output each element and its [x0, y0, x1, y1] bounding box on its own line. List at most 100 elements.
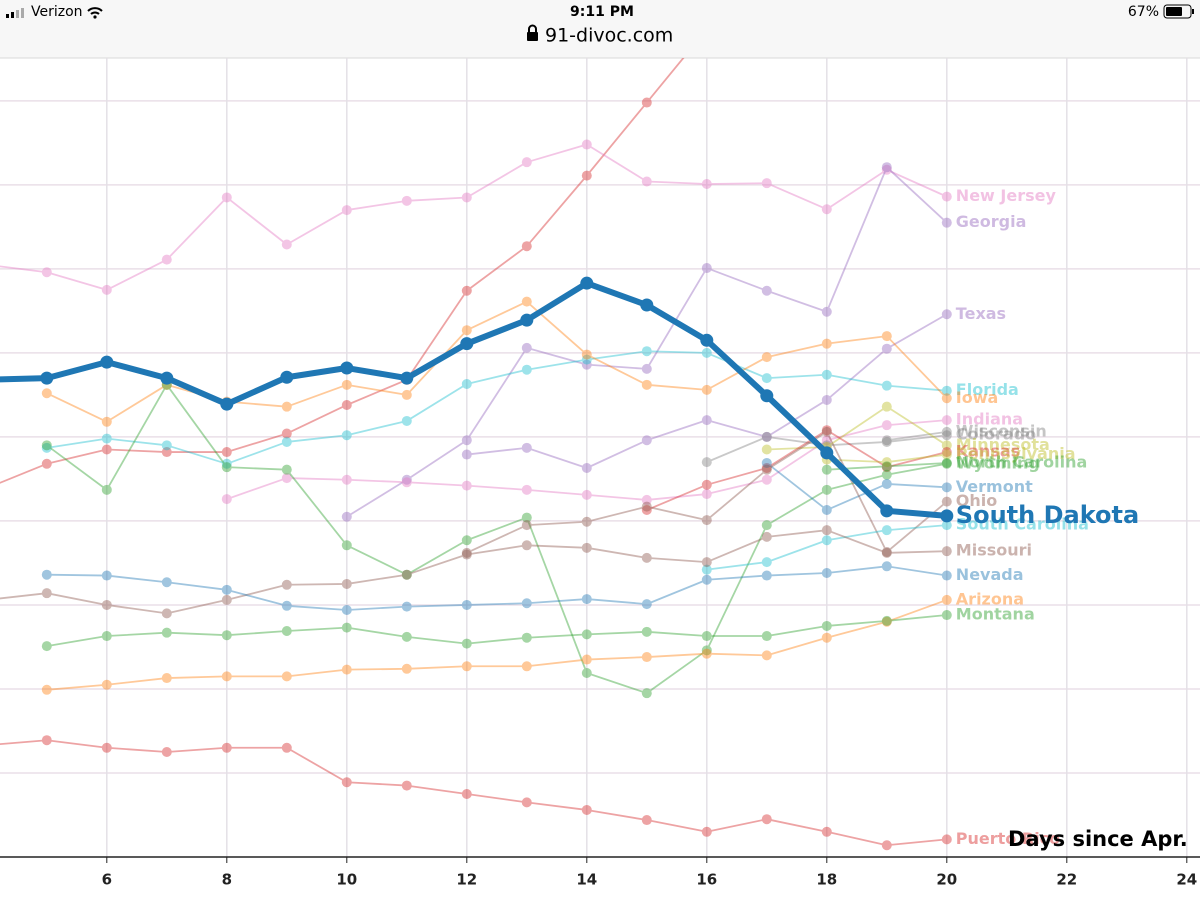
data-point [281, 464, 292, 475]
data-point [401, 474, 412, 485]
data-point [941, 393, 952, 404]
data-point [461, 378, 472, 389]
series-label: South Dakota [956, 501, 1139, 529]
data-point [101, 416, 112, 427]
data-point [221, 742, 232, 753]
data-point [401, 569, 412, 580]
data-point [401, 415, 412, 426]
data-point [341, 622, 352, 633]
data-point [41, 458, 52, 469]
data-point [281, 600, 292, 611]
series-label: Pennsylvania [956, 444, 1076, 463]
data-point [820, 446, 834, 460]
series-line [0, 143, 948, 291]
data-point [641, 688, 652, 699]
data-point [821, 435, 832, 446]
data-point [281, 239, 292, 250]
data-point [701, 489, 712, 500]
data-point [821, 568, 832, 579]
data-point [941, 570, 952, 581]
data-point [40, 371, 54, 385]
data-point [761, 631, 772, 642]
data-point [521, 512, 532, 523]
data-point [341, 604, 352, 615]
data-point [821, 394, 832, 405]
data-point [581, 463, 592, 474]
data-point [821, 632, 832, 643]
plot [0, 58, 954, 851]
data-point [641, 346, 652, 357]
data-point [521, 661, 532, 672]
data-point [761, 457, 772, 468]
data-point [941, 457, 952, 468]
series-line [706, 524, 947, 571]
data-point [641, 363, 652, 374]
data-point [941, 426, 952, 437]
data-point [401, 631, 412, 642]
series-line [346, 166, 948, 518]
series-label: Missouri [956, 541, 1032, 560]
data-point [581, 354, 592, 365]
data-point [160, 371, 174, 385]
series-label: Texas [956, 304, 1006, 323]
data-point [221, 594, 232, 605]
data-point [821, 369, 832, 380]
data-point [221, 494, 232, 505]
data-point [521, 797, 532, 808]
data-point [41, 641, 52, 652]
data-point [761, 431, 772, 442]
data-point [641, 652, 652, 663]
data-point [41, 388, 52, 399]
data-point [641, 379, 652, 390]
url[interactable]: 91-divoc.com [545, 25, 673, 47]
series-line [46, 614, 947, 648]
data-point [101, 570, 112, 581]
data-point [521, 342, 532, 353]
data-point [821, 505, 832, 516]
data-point [521, 598, 532, 609]
data-point [821, 620, 832, 631]
data-point [881, 840, 892, 851]
data-point [401, 569, 412, 580]
data-point [221, 630, 232, 641]
data-point [641, 176, 652, 187]
data-point [641, 815, 652, 826]
data-point [401, 389, 412, 400]
series [0, 139, 952, 295]
data-point [521, 540, 532, 551]
data-point [761, 285, 772, 296]
data-point [761, 557, 772, 568]
data-point [341, 664, 352, 675]
series-label: Montana [956, 605, 1035, 624]
data-point [41, 684, 52, 695]
data-point [341, 205, 352, 216]
data-point [581, 668, 592, 679]
data-point [41, 267, 52, 278]
data-point [881, 401, 892, 412]
data-point [101, 742, 112, 753]
data-point [281, 671, 292, 682]
data-point [341, 777, 352, 788]
series-line [226, 419, 947, 501]
data-point [461, 549, 472, 560]
data-point [701, 457, 712, 468]
data-point [821, 426, 832, 437]
data-point [401, 477, 412, 488]
data-point [221, 458, 232, 469]
data-point [941, 834, 952, 845]
data-point [940, 509, 954, 523]
data-point [881, 343, 892, 354]
data-point [941, 415, 952, 426]
data-point [641, 435, 652, 446]
data-point [881, 461, 892, 472]
series [761, 457, 952, 516]
data-point [461, 449, 472, 460]
data-point [881, 462, 892, 473]
series-label: Nevada [956, 565, 1024, 584]
data-point [881, 331, 892, 342]
data-point [761, 650, 772, 661]
series-label: Georgia [956, 212, 1027, 231]
data-point [221, 192, 232, 203]
data-point [281, 401, 292, 412]
